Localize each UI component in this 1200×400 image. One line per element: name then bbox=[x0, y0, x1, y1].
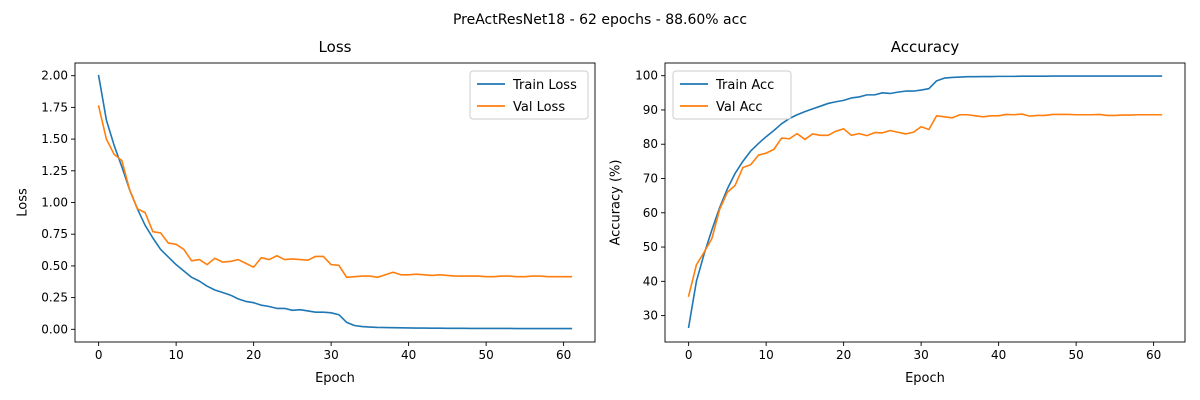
loss-y-tick-label: 2.00 bbox=[41, 69, 68, 83]
accuracy-y-tick-label: 70 bbox=[643, 172, 658, 186]
accuracy-y-axis-label: Accuracy (%) bbox=[609, 160, 624, 246]
accuracy-legend: Train Acc Val Acc bbox=[672, 70, 792, 120]
accuracy-panel: Accuracy 0 10 20 30 40 50 60 30 40 50 60 70 80 90 100 Ep… bbox=[609, 38, 1186, 386]
loss-x-tick-label: 0 bbox=[95, 348, 103, 362]
accuracy-x-tick-label: 40 bbox=[991, 348, 1006, 362]
accuracy-x-tick-label: 30 bbox=[913, 348, 928, 362]
accuracy-x-tick-label: 10 bbox=[758, 348, 773, 362]
figure-suptitle: PreActResNet18 - 62 epochs - 88.60% acc bbox=[453, 12, 747, 28]
accuracy-y-tick-label: 80 bbox=[643, 137, 658, 151]
accuracy-y-tick-label: 60 bbox=[643, 206, 658, 220]
loss-y-tick-label: 1.25 bbox=[41, 164, 68, 178]
loss-x-tick-label: 50 bbox=[478, 348, 493, 362]
loss-legend-label: Val Loss bbox=[513, 100, 565, 115]
loss-series-line-train-loss bbox=[97, 74, 573, 330]
accuracy-y-tick-label: 50 bbox=[643, 240, 658, 254]
accuracy-legend-box bbox=[672, 70, 792, 120]
accuracy-y-tick-label: 30 bbox=[643, 309, 658, 323]
loss-x-tick-label: 30 bbox=[323, 348, 338, 362]
loss-series-line-val-loss bbox=[97, 105, 573, 279]
loss-y-tick-label: 0.25 bbox=[41, 291, 68, 305]
accuracy-x-tick-label: 60 bbox=[1146, 348, 1161, 362]
loss-panel: Loss 0 10 20 30 40 50 60 0.00 0.25 0.50 0.75 1.00 1.2… bbox=[16, 38, 596, 386]
loss-x-tick-label: 10 bbox=[168, 348, 183, 362]
loss-x-tick-label: 20 bbox=[246, 348, 261, 362]
loss-x-axis-label: Epoch bbox=[315, 371, 355, 386]
loss-x-tick-label: 60 bbox=[556, 348, 571, 362]
accuracy-legend-label: Train Acc bbox=[715, 78, 774, 93]
loss-y-tick-label: 1.50 bbox=[41, 132, 68, 146]
accuracy-plot-frame bbox=[664, 62, 1186, 343]
accuracy-chart-title: Accuracy bbox=[891, 38, 960, 56]
loss-y-tick-label: 0.50 bbox=[41, 259, 68, 273]
loss-y-tick-label: 1.75 bbox=[41, 100, 68, 114]
accuracy-series-line-val-acc bbox=[687, 113, 1163, 298]
accuracy-x-tick-label: 20 bbox=[836, 348, 851, 362]
loss-y-tick-label: 0.00 bbox=[41, 322, 68, 336]
accuracy-y-tick-label: 40 bbox=[643, 274, 658, 288]
loss-y-axis-label: Loss bbox=[16, 188, 31, 217]
loss-x-tick-label: 40 bbox=[401, 348, 416, 362]
accuracy-x-axis-label: Epoch bbox=[905, 371, 945, 386]
accuracy-legend-label: Val Acc bbox=[716, 100, 763, 115]
accuracy-x-tick-label: 50 bbox=[1068, 348, 1083, 362]
loss-y-tick-label: 1.00 bbox=[41, 196, 68, 210]
loss-legend-box bbox=[469, 70, 589, 120]
loss-y-tick-label: 0.75 bbox=[41, 227, 68, 241]
loss-chart-title: Loss bbox=[319, 38, 352, 56]
accuracy-y-tick-label: 90 bbox=[643, 103, 658, 117]
accuracy-x-tick-label: 0 bbox=[685, 348, 693, 362]
accuracy-series-line-train-acc bbox=[687, 75, 1163, 329]
loss-legend-label: Train Loss bbox=[512, 78, 577, 93]
accuracy-y-tick-label: 100 bbox=[635, 69, 658, 83]
loss-legend: Train Loss Val Loss bbox=[469, 70, 589, 120]
